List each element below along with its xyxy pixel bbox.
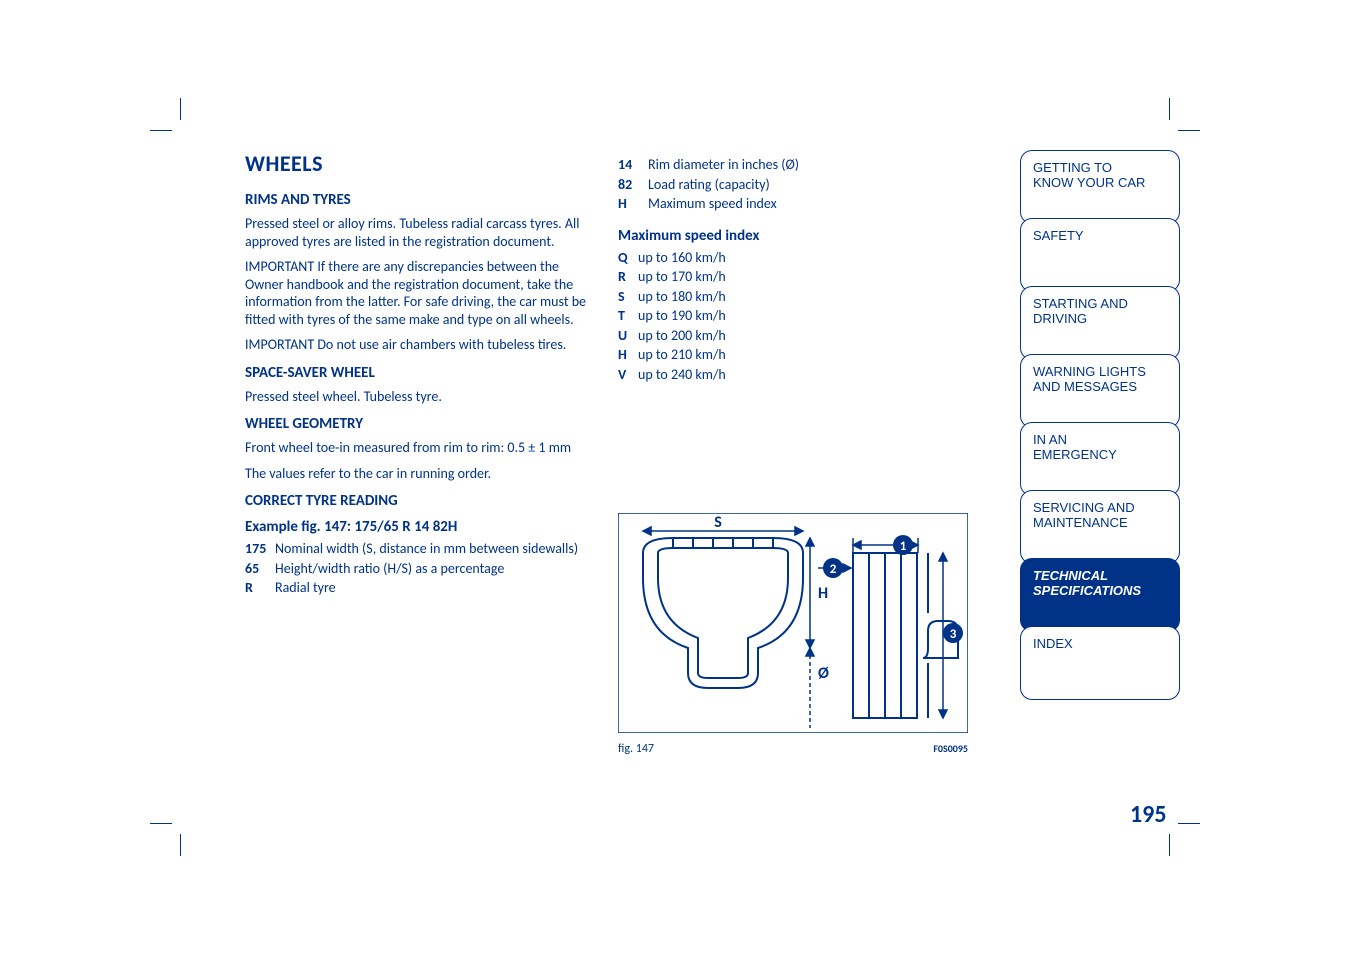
paragraph: IMPORTANT Do not use air chambers with t… xyxy=(245,336,600,354)
tab-starting-driving[interactable]: STARTING AND DRIVING xyxy=(1020,286,1180,360)
definition-key: V xyxy=(618,366,638,384)
figure-bullet-3: 3 xyxy=(950,627,957,642)
definition-item: Rup to 170 km/h xyxy=(618,268,973,286)
page-number: 195 xyxy=(1130,800,1167,829)
page-title: WHEELS xyxy=(245,150,600,177)
paragraph: IMPORTANT If there are any discrepancies… xyxy=(245,258,600,328)
definition-item: 82 Load rating (capacity) xyxy=(618,176,973,194)
figure-label-o: Ø xyxy=(818,664,829,683)
figure-147: S H Ø 1 2 3 fig. 147 F0S0095 xyxy=(618,513,968,756)
definition-key: Q xyxy=(618,249,638,267)
definition-key: 65 xyxy=(245,560,275,578)
tab-servicing[interactable]: SERVICING AND MAINTENANCE xyxy=(1020,490,1180,564)
tab-label: SERVICING AND MAINTENANCE xyxy=(1033,501,1153,531)
figure-code: F0S0095 xyxy=(933,742,968,756)
crop-mark xyxy=(180,98,181,120)
crop-mark xyxy=(180,834,181,856)
tab-label: TECHNICAL SPECIFICATIONS xyxy=(1033,569,1153,599)
definition-value: Nominal width (S, distance in mm between… xyxy=(275,540,600,558)
definition-item: R Radial tyre xyxy=(245,579,600,597)
definition-item: Tup to 190 km/h xyxy=(618,307,973,325)
definition-value: up to 170 km/h xyxy=(638,268,973,286)
definition-list: Qup to 160 km/h Rup to 170 km/h Sup to 1… xyxy=(618,249,973,384)
definition-value: up to 200 km/h xyxy=(638,327,973,345)
tab-technical-specs[interactable]: TECHNICAL SPECIFICATIONS xyxy=(1020,558,1180,632)
section-heading: WHEEL GEOMETRY xyxy=(245,415,600,433)
definition-item: H Maximum speed index xyxy=(618,195,973,213)
crop-mark xyxy=(1169,98,1170,120)
tab-label: STARTING AND DRIVING xyxy=(1033,297,1153,327)
definition-value: up to 160 km/h xyxy=(638,249,973,267)
tyre-diagram-icon: S H Ø 1 2 3 xyxy=(618,513,968,733)
definition-key: 175 xyxy=(245,540,275,558)
crop-mark xyxy=(1178,823,1200,824)
definition-value: Maximum speed index xyxy=(648,195,973,213)
section-heading: CORRECT TYRE READING xyxy=(245,492,600,510)
column-middle: 14 Rim diameter in inches (Ø) 82 Load ra… xyxy=(618,150,973,756)
definition-value: Height/width ratio (H/S) as a percentage xyxy=(275,560,600,578)
definition-key: T xyxy=(618,307,638,325)
definition-key: S xyxy=(618,288,638,306)
section-heading: SPACE-SAVER WHEEL xyxy=(245,364,600,382)
figure-label-s: S xyxy=(714,513,722,532)
crop-mark xyxy=(150,823,172,824)
crop-mark xyxy=(150,130,172,131)
definition-item: Hup to 210 km/h xyxy=(618,346,973,364)
figure-bullet-1: 1 xyxy=(900,539,907,554)
definition-key: 82 xyxy=(618,176,648,194)
definition-item: 65 Height/width ratio (H/S) as a percent… xyxy=(245,560,600,578)
paragraph: Front wheel toe-in measured from rim to … xyxy=(245,439,600,457)
definition-value: up to 180 km/h xyxy=(638,288,973,306)
definition-value: up to 240 km/h xyxy=(638,366,973,384)
definition-item: 14 Rim diameter in inches (Ø) xyxy=(618,156,973,174)
definition-list: 175 Nominal width (S, distance in mm bet… xyxy=(245,540,600,597)
definition-key: R xyxy=(245,579,275,597)
definition-list: 14 Rim diameter in inches (Ø) 82 Load ra… xyxy=(618,156,973,213)
tab-label: WARNING LIGHTS AND MESSAGES xyxy=(1033,365,1153,395)
definition-key: H xyxy=(618,195,648,213)
definition-value: Radial tyre xyxy=(275,579,600,597)
definition-key: U xyxy=(618,327,638,345)
tab-warning-lights[interactable]: WARNING LIGHTS AND MESSAGES xyxy=(1020,354,1180,428)
definition-key: H xyxy=(618,346,638,364)
definition-item: Qup to 160 km/h xyxy=(618,249,973,267)
sidebar-tabs: GETTING TO KNOW YOUR CAR SAFETY STARTING… xyxy=(1020,150,1180,700)
definition-value: up to 210 km/h xyxy=(638,346,973,364)
crop-mark xyxy=(1169,834,1170,856)
figure-label-h: H xyxy=(818,584,828,603)
section-heading: RIMS AND TYRES xyxy=(245,191,600,209)
tab-label: SAFETY xyxy=(1033,229,1084,244)
definition-key: 14 xyxy=(618,156,648,174)
column-left: WHEELS RIMS AND TYRES Pressed steel or a… xyxy=(245,150,600,756)
tab-label: GETTING TO KNOW YOUR CAR xyxy=(1033,161,1153,191)
section-subheading: Example fig. 147: 175/65 R 14 82H xyxy=(245,518,600,536)
tab-safety[interactable]: SAFETY xyxy=(1020,218,1180,292)
definition-item: Sup to 180 km/h xyxy=(618,288,973,306)
tab-label: IN AN EMERGENCY xyxy=(1033,433,1153,463)
tab-index[interactable]: INDEX xyxy=(1020,626,1180,700)
definition-value: up to 190 km/h xyxy=(638,307,973,325)
definition-item: 175 Nominal width (S, distance in mm bet… xyxy=(245,540,600,558)
definition-item: Vup to 240 km/h xyxy=(618,366,973,384)
figure-bullet-2: 2 xyxy=(830,562,837,577)
definition-item: Uup to 200 km/h xyxy=(618,327,973,345)
figure-caption: fig. 147 xyxy=(618,742,654,756)
tab-getting-to-know[interactable]: GETTING TO KNOW YOUR CAR xyxy=(1020,150,1180,224)
paragraph: Pressed steel or alloy rims. Tubeless ra… xyxy=(245,215,600,250)
definition-key: R xyxy=(618,268,638,286)
paragraph: The values refer to the car in running o… xyxy=(245,465,600,483)
crop-mark xyxy=(1178,130,1200,131)
tab-emergency[interactable]: IN AN EMERGENCY xyxy=(1020,422,1180,496)
tab-label: INDEX xyxy=(1033,637,1073,652)
definition-value: Rim diameter in inches (Ø) xyxy=(648,156,973,174)
paragraph: Pressed steel wheel. Tubeless tyre. xyxy=(245,388,600,406)
definition-value: Load rating (capacity) xyxy=(648,176,973,194)
section-subheading: Maximum speed index xyxy=(618,227,973,245)
